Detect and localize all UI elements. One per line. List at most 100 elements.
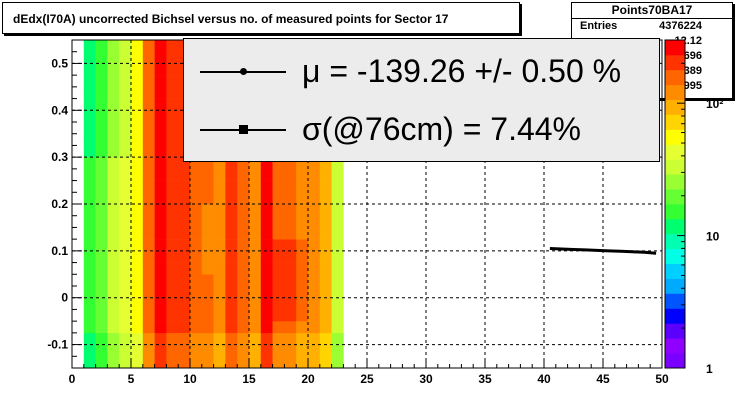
heatmap-cell: [308, 262, 321, 275]
heatmap-cell: [190, 204, 203, 216]
heatmap-cell: [237, 168, 250, 181]
heatmap-cell: [142, 40, 155, 52]
heatmap-cell: [83, 63, 96, 76]
heatmap-cell: [308, 180, 321, 193]
chart-title: dEdx(I70A) uncorrected Bichsel versus no…: [2, 2, 520, 34]
heatmap-cell: [83, 122, 96, 134]
heatmap-cell: [296, 180, 309, 193]
heatmap-cell: [166, 75, 179, 88]
heatmap-cell: [83, 110, 96, 123]
heatmap-cell: [166, 309, 179, 322]
heatmap-cell: [331, 321, 344, 334]
heatmap-cell: [83, 157, 96, 170]
heatmap-cell: [131, 321, 144, 334]
heatmap-cell: [107, 204, 120, 216]
heatmap-cell: [119, 344, 132, 357]
heatmap-cell: [260, 262, 273, 275]
heatmap-cell: [131, 286, 144, 298]
heatmap-cell: [131, 192, 144, 205]
heatmap-cell: [284, 356, 297, 369]
heatmap-cell: [190, 297, 203, 310]
heatmap-cell: [107, 40, 120, 52]
heatmap-cell: [272, 262, 285, 275]
heatmap-cell: [319, 250, 332, 263]
heatmap-cell: [249, 215, 262, 228]
heatmap-cell: [178, 356, 191, 369]
stats-value: 4376224: [659, 20, 702, 32]
heatmap-cell: [95, 63, 108, 76]
heatmap-cell: [237, 239, 250, 252]
stats-label: Entries: [580, 20, 618, 32]
heatmap-cell: [201, 356, 214, 369]
heatmap-cell: [260, 356, 273, 369]
heatmap-cell: [83, 98, 96, 111]
heatmap-cell: [166, 274, 179, 287]
heatmap-cell: [131, 274, 144, 287]
color-scale-cell: [665, 144, 685, 160]
heatmap-cell: [272, 356, 285, 369]
heatmap-cell: [131, 98, 144, 111]
heatmap-cell: [213, 274, 226, 287]
heatmap-cell: [225, 297, 238, 310]
color-scale-cell: [665, 323, 685, 339]
heatmap-cell: [178, 332, 191, 345]
y-tick-label: 0.5: [51, 56, 68, 70]
heatmap-cell: [260, 309, 273, 322]
color-scale-cell: [665, 84, 685, 100]
heatmap-cell: [225, 168, 238, 181]
heatmap-cell: [249, 250, 262, 263]
color-scale-cell: [665, 248, 685, 264]
heatmap-cell: [213, 250, 226, 263]
heatmap-cell: [308, 192, 321, 205]
heatmap-cell: [107, 297, 120, 310]
heatmap-cell: [119, 215, 132, 228]
heatmap-cell: [83, 145, 96, 158]
heatmap-cell: [225, 215, 238, 228]
heatmap-cell: [107, 168, 120, 181]
heatmap-cell: [260, 297, 273, 310]
fit-legend-sigma: σ(@76cm) = 7.44%: [184, 105, 654, 155]
heatmap-cell: [308, 286, 321, 298]
heatmap-cell: [213, 321, 226, 334]
heatmap-cell: [166, 122, 179, 134]
heatmap-cell: [166, 157, 179, 170]
y-axis: -0.1 0 0.1 0.2 0.3 0.4 0.5: [47, 39, 82, 357]
heatmap-cell: [331, 309, 344, 322]
heatmap-cell: [142, 309, 155, 322]
heatmap-cell: [95, 332, 108, 345]
heatmap-cell: [154, 110, 167, 123]
heatmap-cell: [95, 204, 108, 216]
heatmap-cell: [296, 239, 309, 252]
heatmap-cell: [107, 262, 120, 275]
heatmap-cell: [131, 250, 144, 263]
heatmap-cell: [95, 192, 108, 205]
heatmap-cell: [260, 250, 273, 263]
heatmap-cell: [284, 227, 297, 240]
heatmap-cell: [201, 168, 214, 181]
heatmap-cell: [296, 227, 309, 240]
heatmap-cell: [95, 75, 108, 88]
heatmap-cell: [213, 239, 226, 252]
heatmap-cell: [83, 274, 96, 287]
heatmap-cell: [142, 215, 155, 228]
heatmap-cell: [319, 321, 332, 334]
heatmap-cell: [331, 215, 344, 228]
heatmap-cell: [284, 274, 297, 287]
heatmap-cell: [225, 309, 238, 322]
heatmap-cell: [237, 356, 250, 369]
heatmap-cell: [83, 309, 96, 322]
mean-line-path: [549, 247, 657, 255]
heatmap-cell: [237, 192, 250, 205]
heatmap-cell: [131, 332, 144, 345]
heatmap-cell: [119, 274, 132, 287]
heatmap-cell: [190, 356, 203, 369]
fit-legend: μ = -139.26 +/- 0.50 % σ(@76cm) = 7.44%: [183, 38, 660, 162]
x-tick-label: 35: [478, 372, 492, 386]
heatmap-cell: [319, 204, 332, 216]
heatmap-cell: [142, 274, 155, 287]
heatmap-cell: [225, 180, 238, 193]
heatmap-cell: [249, 168, 262, 181]
heatmap-cell: [237, 204, 250, 216]
heatmap-cell: [95, 122, 108, 134]
heatmap-cell: [272, 204, 285, 216]
